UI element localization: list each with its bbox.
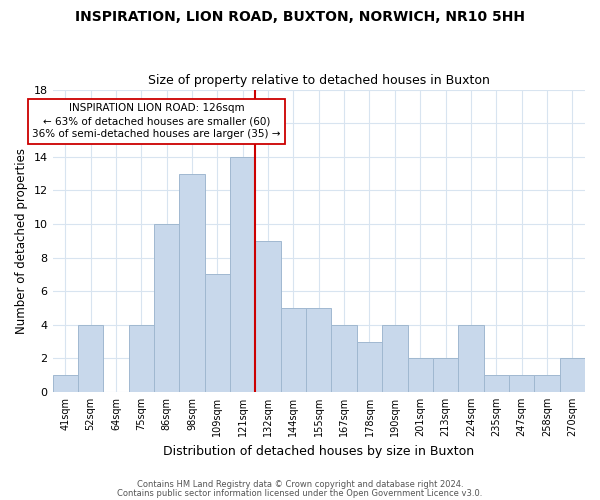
Text: Contains public sector information licensed under the Open Government Licence v3: Contains public sector information licen… xyxy=(118,488,482,498)
Text: Contains HM Land Registry data © Crown copyright and database right 2024.: Contains HM Land Registry data © Crown c… xyxy=(137,480,463,489)
Bar xyxy=(154,224,179,392)
Bar xyxy=(53,375,78,392)
Bar xyxy=(78,324,103,392)
Text: INSPIRATION, LION ROAD, BUXTON, NORWICH, NR10 5HH: INSPIRATION, LION ROAD, BUXTON, NORWICH,… xyxy=(75,10,525,24)
Text: INSPIRATION LION ROAD: 126sqm
← 63% of detached houses are smaller (60)
36% of s: INSPIRATION LION ROAD: 126sqm ← 63% of d… xyxy=(32,103,281,140)
Bar xyxy=(205,274,230,392)
Bar xyxy=(179,174,205,392)
Title: Size of property relative to detached houses in Buxton: Size of property relative to detached ho… xyxy=(148,74,490,87)
Bar xyxy=(534,375,560,392)
Bar xyxy=(509,375,534,392)
Bar xyxy=(306,308,331,392)
Bar xyxy=(433,358,458,392)
Bar xyxy=(484,375,509,392)
Y-axis label: Number of detached properties: Number of detached properties xyxy=(15,148,28,334)
Bar xyxy=(407,358,433,392)
Bar xyxy=(382,324,407,392)
X-axis label: Distribution of detached houses by size in Buxton: Distribution of detached houses by size … xyxy=(163,444,475,458)
Bar xyxy=(230,157,256,392)
Bar xyxy=(128,324,154,392)
Bar xyxy=(458,324,484,392)
Bar xyxy=(256,240,281,392)
Bar xyxy=(331,324,357,392)
Bar xyxy=(357,342,382,392)
Bar xyxy=(281,308,306,392)
Bar xyxy=(560,358,585,392)
